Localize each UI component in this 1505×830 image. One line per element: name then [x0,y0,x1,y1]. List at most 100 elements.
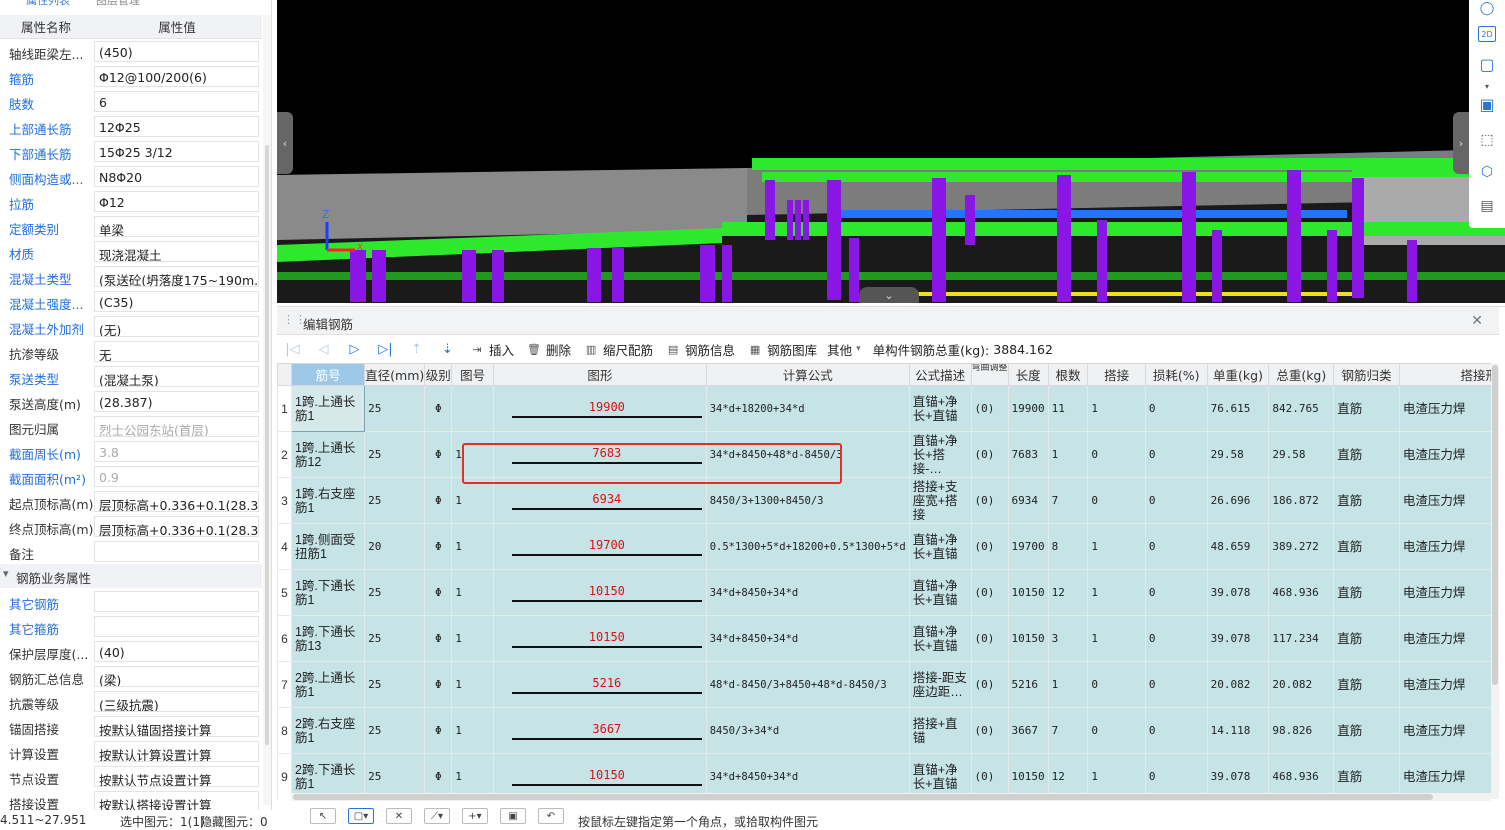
cell-total[interactable]: 29.58 [1268,431,1335,478]
cell-bend[interactable]: (0) [970,707,1009,754]
cell-count[interactable]: 11 [1047,385,1089,432]
cell-fig[interactable]: 1 [451,753,494,799]
cell-dia[interactable]: 20 [364,523,426,570]
cell-dia[interactable]: 25 [364,615,426,662]
cell-unit[interactable]: 29.58 [1206,431,1270,478]
select-box-icon[interactable]: ⬚ [1480,132,1494,148]
property-value-field[interactable]: 按默认计算设置计算 [94,741,259,762]
property-value-field[interactable]: 现浇混凝土 [94,241,259,262]
cell-laptype[interactable]: 电渣压力焊 [1398,753,1499,799]
cell-unit[interactable]: 48.659 [1206,523,1270,570]
property-name[interactable]: 拉筋 [9,197,35,212]
cell-len[interactable]: 10150 [1007,569,1049,616]
column-header[interactable]: 弯曲调整 [970,363,1009,386]
cell-fig[interactable]: 1 [451,661,494,708]
cell-name[interactable]: 1跨.上通长筋1 [290,385,366,432]
property-value-field[interactable]: Φ12 [94,191,259,212]
row-number[interactable]: 7 [277,661,292,708]
cell-dia[interactable]: 25 [364,661,426,708]
cell-grade[interactable]: Φ [424,753,453,799]
cell-laptype[interactable]: 电渣压力焊 [1398,477,1499,524]
cell-desc[interactable]: 直锚+净长+直锚 [908,569,972,616]
cell-cat[interactable]: 直筋 [1333,707,1400,754]
cell-cat[interactable]: 直筋 [1333,753,1400,799]
cell-unit[interactable]: 39.078 [1206,615,1270,662]
line-tool-icon[interactable]: ⟋▾ [424,808,450,824]
property-value-field[interactable]: 6 [94,91,259,112]
cell-desc[interactable]: 搭接+直锚 [908,707,972,754]
row-number[interactable]: 2 [277,431,292,478]
property-value-field[interactable] [94,541,259,562]
cell-total[interactable]: 98.826 [1268,707,1335,754]
cell-dia[interactable]: 25 [364,385,426,432]
cell-count[interactable]: 8 [1047,523,1089,570]
cell-count[interactable]: 7 [1047,707,1089,754]
property-name[interactable]: 截面周长(m) [9,447,81,462]
column-header[interactable]: 搭接形 [1398,363,1499,386]
cell-count[interactable]: 7 [1047,477,1089,524]
property-value-field[interactable] [94,591,259,612]
scrollbar-thumb[interactable] [1492,365,1498,685]
cell-name[interactable]: 1跨.下通长筋1 [290,569,366,616]
other-dropdown[interactable]: 其他 ▾ [827,337,861,361]
cell-len[interactable]: 6934 [1007,477,1049,524]
collapse-left-handle[interactable]: ‹ [277,112,293,174]
cell-laptype[interactable]: 电渣压力焊 [1398,431,1499,478]
cell-name[interactable]: 1跨.侧面受扭筋1 [290,523,366,570]
row-number[interactable]: 5 [277,569,292,616]
rect-select-tool-icon[interactable]: ▢▾ [348,808,374,824]
collapse-bottom-handle[interactable]: ⌄ [859,287,919,303]
cell-total[interactable]: 389.272 [1268,523,1335,570]
cell-fig[interactable]: 1 [451,615,494,662]
row-number[interactable]: 1 [277,385,292,432]
column-header[interactable]: 直径(mm) [364,363,426,386]
property-name[interactable]: 混凝土类型 [9,272,72,287]
column-header[interactable]: 搭接 [1087,363,1146,386]
cell-desc[interactable]: 直锚+净长+直锚 [908,523,972,570]
cell-laptype[interactable]: 电渣压力焊 [1398,707,1499,754]
property-name[interactable]: 材质 [9,247,35,262]
scrollbar-thumb[interactable] [293,794,1433,800]
cell-fig[interactable]: 1 [451,431,494,478]
cell-grade[interactable]: Φ [424,615,453,662]
property-name[interactable]: 其它箍筋 [9,622,60,637]
property-name[interactable]: 上部通长筋 [9,122,72,137]
cell-cat[interactable]: 直筋 [1333,385,1400,432]
cell-lap[interactable]: 0 [1087,661,1146,708]
cell-loss[interactable]: 0 [1144,569,1208,616]
column-header[interactable]: 长度 [1007,363,1049,386]
cell-desc[interactable]: 直锚+净长+直锚 [908,753,972,799]
add-tool-icon[interactable]: +▾ [462,808,488,824]
rebar-info-button[interactable]: ▤ 钢筋信息 [665,337,735,361]
cell-formula[interactable]: 8450/3+34*d [705,707,910,754]
cell-grade[interactable]: Φ [424,431,453,478]
rebar-library-button[interactable]: ▦ 钢筋图库 [747,337,817,361]
cell-grade[interactable]: Φ [424,707,453,754]
cell-shape[interactable]: 5216 [492,661,707,708]
cell-desc[interactable]: 搭接+支座宽+搭接 [908,477,972,524]
row-number[interactable]: 9 [277,753,292,799]
cell-laptype[interactable]: 电渣压力焊 [1398,385,1499,432]
cell-dia[interactable]: 25 [364,707,426,754]
row-number[interactable]: 8 [277,707,292,754]
view-cube-icon[interactable]: ⬡ [1480,164,1494,180]
cell-len[interactable]: 19900 [1007,385,1049,432]
cell-count[interactable]: 1 [1047,661,1089,708]
property-name[interactable]: 定额类别 [9,222,60,237]
cell-formula[interactable]: 8450/3+1300+8450/3 [705,477,910,524]
cell-loss[interactable]: 0 [1144,523,1208,570]
cell-grade[interactable]: Φ [424,385,453,432]
property-value-field[interactable]: 层顶标高+0.336+0.1(28.3... [94,516,259,537]
cell-shape[interactable]: 10150 [492,615,707,662]
cell-shape[interactable]: 6934 [492,477,707,524]
tab-property-list[interactable]: 属性列表 [26,0,70,7]
move-up-icon[interactable]: ⇡ [411,341,422,357]
tab-layer-management[interactable]: 图层管理 [96,0,140,7]
next-record-icon[interactable]: ▷ [349,341,360,357]
cell-bend[interactable]: (0) [970,523,1009,570]
cell-cat[interactable]: 直筋 [1333,523,1400,570]
property-value-field[interactable]: 12Φ25 [94,116,259,137]
cell-lap[interactable]: 0 [1087,431,1146,478]
cell-lap[interactable]: 0 [1087,707,1146,754]
cell-len[interactable]: 7683 [1007,431,1049,478]
